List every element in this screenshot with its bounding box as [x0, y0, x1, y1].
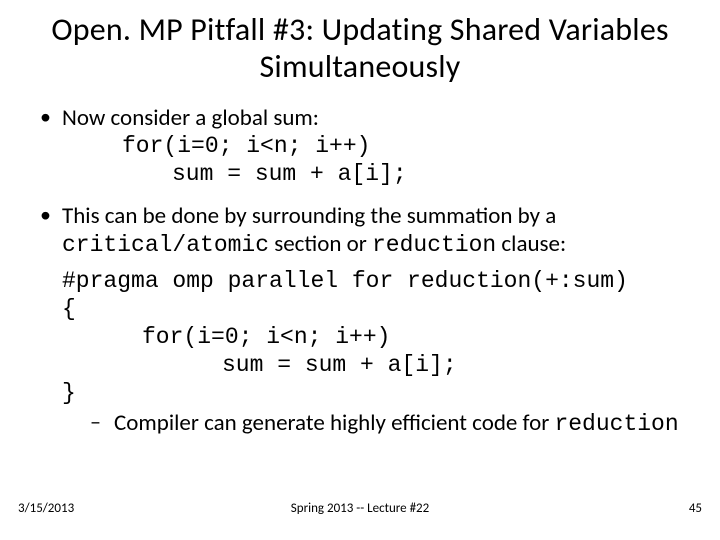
code-line-2b: { [62, 295, 684, 323]
sub-bullet-list: Compiler can generate highly efficient c… [62, 409, 684, 438]
slide-body: Now consider a global sum: for(i=0; i<n;… [36, 104, 684, 439]
bullet-1-text: Now consider a global sum: [62, 104, 684, 132]
footer-page-number: 45 [689, 501, 702, 516]
code-line-1a: for(i=0; i<n; i++) [62, 132, 684, 160]
text-run: This can be done by surrounding the summ… [62, 202, 556, 230]
slide: Open. MP Pitfall #3: Updating Shared Var… [0, 0, 720, 540]
slide-title: Open. MP Pitfall #3: Updating Shared Var… [36, 12, 684, 86]
spacer [62, 259, 684, 267]
footer-center: Spring 2013 -- Lecture #22 [0, 501, 720, 516]
code-line-2c: for(i=0; i<n; i++) [62, 323, 684, 351]
code-line-2d: sum = sum + a[i]; [62, 351, 684, 379]
text-run: Compiler can generate highly efficient c… [114, 409, 554, 437]
inline-code-critical: critical/atomic [62, 232, 269, 258]
text-run: clause: [496, 230, 566, 258]
text-run: section or [269, 230, 372, 258]
bullet-2-text: This can be done by surrounding the summ… [62, 202, 684, 259]
inline-code-reduction-2: reduction [554, 411, 678, 437]
code-line-2e: } [62, 379, 684, 407]
code-line-2a: #pragma omp parallel for reduction(+:sum… [62, 267, 684, 295]
bullet-list: Now consider a global sum: for(i=0; i<n;… [36, 104, 684, 439]
sub-bullet-1: Compiler can generate highly efficient c… [90, 409, 684, 438]
code-line-1b: sum = sum + a[i]; [62, 160, 684, 188]
inline-code-reduction: reduction [372, 232, 496, 258]
bullet-2: This can be done by surrounding the summ… [36, 202, 684, 438]
bullet-1: Now consider a global sum: for(i=0; i<n;… [36, 104, 684, 188]
